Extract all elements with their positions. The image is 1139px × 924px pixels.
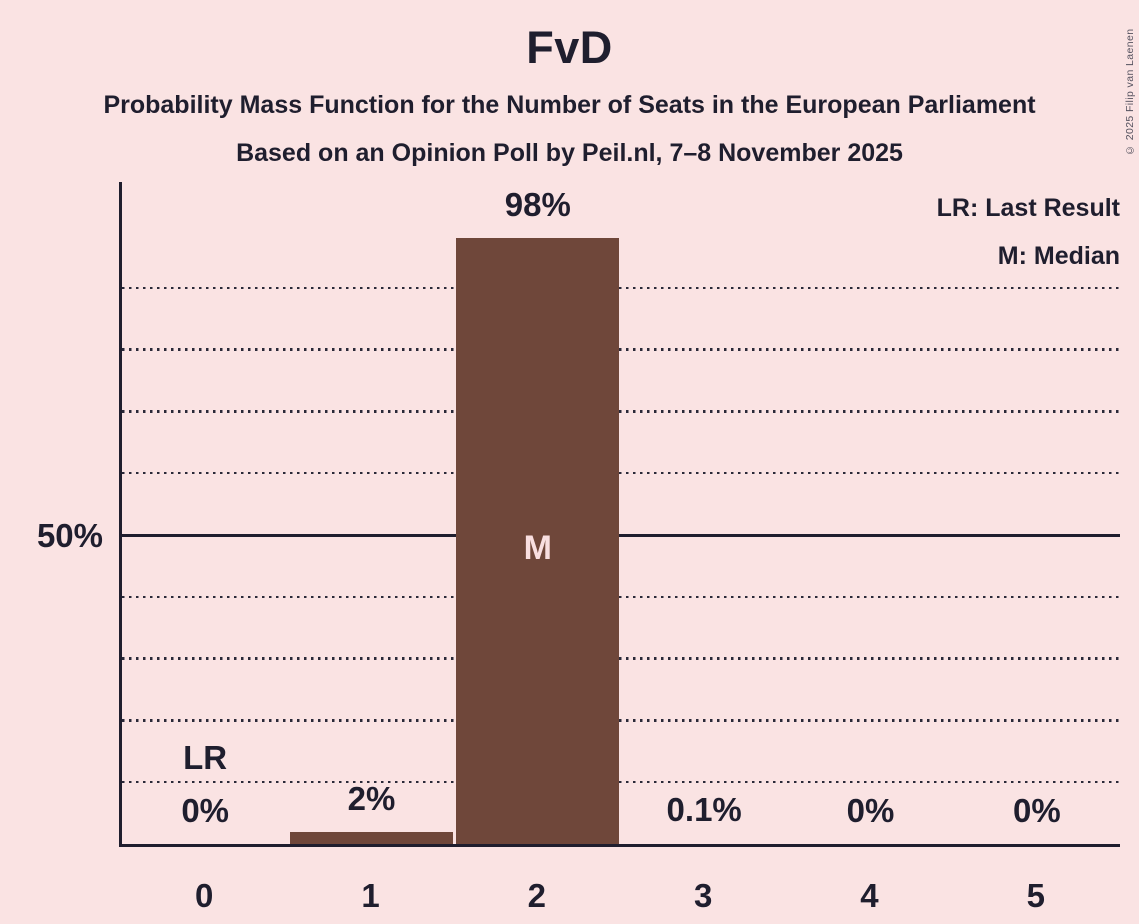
bar-seats-2 xyxy=(456,238,620,844)
value-label-seats-3: 0.1% xyxy=(666,791,742,829)
x-axis-tick-labels: 0 1 2 3 4 5 xyxy=(121,877,1119,915)
dotted-gridline-40pct xyxy=(122,595,1120,599)
legend-median: M: Median xyxy=(997,242,1120,270)
chart-subtitle: Probability Mass Function for the Number… xyxy=(103,91,1036,119)
x-tick-label-1: 1 xyxy=(361,877,380,914)
chart-source-subtitle: Based on an Opinion Poll by Peil.nl, 7–8… xyxy=(236,139,903,167)
value-label-seats-4: 0% xyxy=(846,792,895,829)
x-tick-label-0: 0 xyxy=(194,877,214,914)
value-label-seats-2: 98% xyxy=(504,186,571,224)
bar-seats-1 xyxy=(289,831,454,844)
x-tick-label-5: 5 xyxy=(1026,877,1045,914)
value-label-seats-0: 0% xyxy=(181,792,230,829)
chart-legend: LR: Last Result M: Median xyxy=(937,184,1120,280)
value-label-seats-5: 0% xyxy=(1012,792,1061,829)
dotted-gridline-60pct xyxy=(122,471,1120,475)
plot-area: M LR 0% 2% 98% 0.1% 0% 0% xyxy=(119,182,1120,847)
x-tick-label-2: 2 xyxy=(527,877,546,914)
legend-last-result: LR: Last Result xyxy=(936,194,1120,222)
dotted-gridline-10pct xyxy=(122,780,1120,784)
value-label-seats-1: 2% xyxy=(347,779,396,817)
page-title: FvD xyxy=(526,22,613,73)
dotted-gridline-20pct xyxy=(122,719,1120,722)
median-marker: M xyxy=(523,529,552,567)
x-tick-label-4: 4 xyxy=(860,877,879,914)
copyright-notice: © 2025 Filip van Laenen xyxy=(1124,28,1136,156)
dotted-gridline-70pct xyxy=(122,410,1120,413)
last-result-marker: LR xyxy=(183,739,228,776)
dotted-gridline-80pct xyxy=(122,348,1120,351)
y-axis-tick-label: 50% xyxy=(36,517,103,554)
dotted-gridline-90pct xyxy=(122,286,1120,290)
dotted-gridline-30pct xyxy=(122,657,1120,660)
solid-gridline-50pct xyxy=(122,533,1120,537)
x-tick-label-3: 3 xyxy=(693,877,713,914)
